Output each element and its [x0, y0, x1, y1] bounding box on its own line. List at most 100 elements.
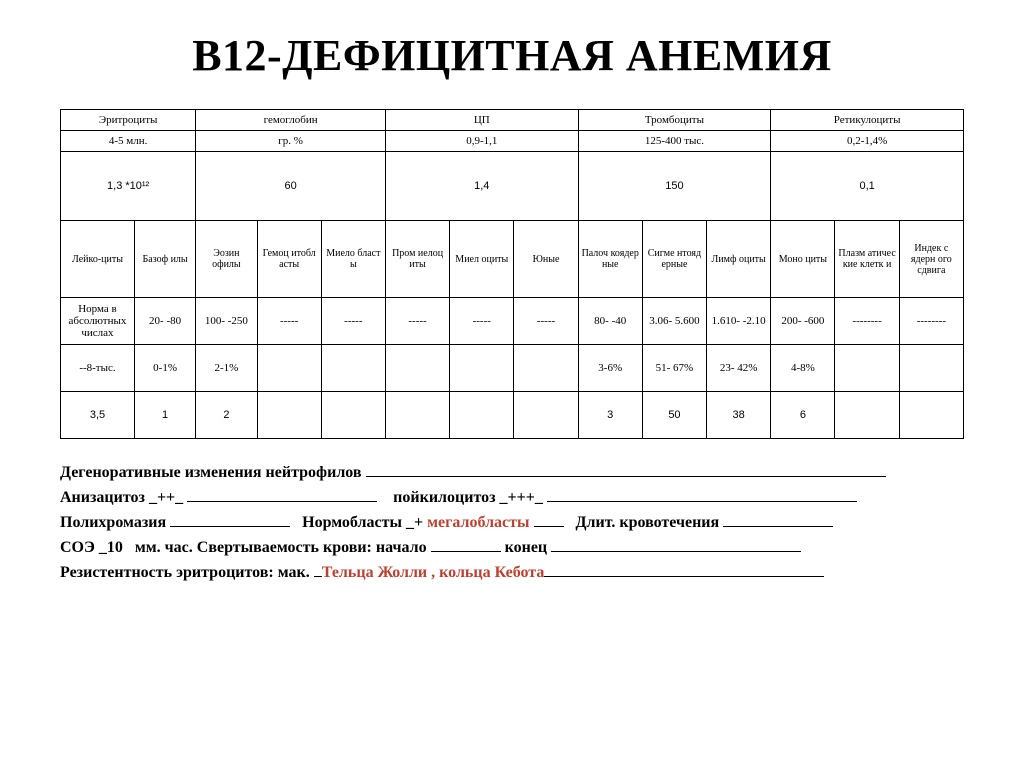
- value-cell: [835, 392, 899, 439]
- row-label: Норма в абсолютных числах: [61, 298, 135, 345]
- note-label: Дегеноративные изменения нейтрофилов: [60, 464, 362, 481]
- value-cell: 6: [771, 392, 835, 439]
- underline: [544, 561, 824, 577]
- cell: --------: [899, 298, 963, 345]
- value-cell: 60: [196, 152, 386, 221]
- cell: -----: [385, 298, 449, 345]
- underline: [534, 511, 564, 527]
- cell: -----: [321, 298, 385, 345]
- value-cell: [385, 392, 449, 439]
- value-cell: 3,5: [61, 392, 135, 439]
- cell: 0,9-1,1: [385, 131, 578, 152]
- cell: 3.06- 5.600: [642, 298, 706, 345]
- col-header: Сигме нтояд ерные: [642, 221, 706, 298]
- cell: 0,2-1,4%: [771, 131, 964, 152]
- cell: 3-6%: [578, 345, 642, 392]
- note-label: СОЭ: [60, 539, 95, 556]
- underline: [551, 536, 801, 552]
- value-cell: [450, 392, 514, 439]
- col-header: Юные: [514, 221, 578, 298]
- value-cell: 50: [642, 392, 706, 439]
- col-header: Моно циты: [771, 221, 835, 298]
- note-value: _+: [406, 514, 427, 531]
- value-cell: 38: [707, 392, 771, 439]
- value-cell: [321, 392, 385, 439]
- col-header: Лейко-циты: [61, 221, 135, 298]
- note-label: Резистентность эритроцитов: мак.: [60, 564, 310, 581]
- note-label: мм. час. Свертываемость крови: начало: [135, 539, 427, 556]
- cell: [385, 345, 449, 392]
- note-label: Анизацитоз: [60, 489, 145, 506]
- note-value: _++_: [149, 489, 183, 506]
- col-header: Миело бласт ы: [321, 221, 385, 298]
- cell: 51- 67%: [642, 345, 706, 392]
- value-cell: 3: [578, 392, 642, 439]
- underline: [723, 511, 833, 527]
- cell: 2-1%: [196, 345, 257, 392]
- cell: -----: [450, 298, 514, 345]
- note-value: _10: [99, 539, 123, 556]
- row-label: --8-тыс.: [61, 345, 135, 392]
- cell: Тромбоциты: [578, 110, 771, 131]
- note-value: _+++_: [500, 489, 543, 506]
- cell: 4-8%: [771, 345, 835, 392]
- value-cell: [899, 392, 963, 439]
- col-header: Базоф илы: [134, 221, 195, 298]
- col-header: Пром иелоц иты: [385, 221, 449, 298]
- cell: -----: [257, 298, 321, 345]
- value-cell: [257, 392, 321, 439]
- notes-block: Дегеноративные изменения нейтрофилов Ани…: [60, 461, 964, 586]
- value-cell: 1: [134, 392, 195, 439]
- cell: [450, 345, 514, 392]
- note-label: пойкилоцитоз: [393, 489, 495, 506]
- cell: 1.610- -2.10: [707, 298, 771, 345]
- cell: гр. %: [196, 131, 386, 152]
- value-cell: 2: [196, 392, 257, 439]
- col-header: Гемоц итобл асты: [257, 221, 321, 298]
- col-header: Индек с ядерн ого сдвига: [899, 221, 963, 298]
- col-header: Лимф оциты: [707, 221, 771, 298]
- cell: 4-5 млн.: [61, 131, 196, 152]
- note-label: Длит. кровотечения: [576, 514, 720, 531]
- value-cell: 150: [578, 152, 771, 221]
- cell: 100- -250: [196, 298, 257, 345]
- note-value-red: Тельца Жолли , кольца Кебота: [322, 564, 545, 581]
- page-title: В12-ДЕФИЦИТНАЯ АНЕМИЯ: [60, 30, 964, 81]
- cell: ЦП: [385, 110, 578, 131]
- value-cell: 1,4: [385, 152, 578, 221]
- col-header: Палоч коядер ные: [578, 221, 642, 298]
- cell: Ретикулоциты: [771, 110, 964, 131]
- cell: 200- -600: [771, 298, 835, 345]
- col-header: Плазм атичес кие клетк и: [835, 221, 899, 298]
- underline: [314, 561, 322, 577]
- underline: [366, 461, 886, 477]
- cell: 20- -80: [134, 298, 195, 345]
- note-label: Полихромазия: [60, 514, 166, 531]
- cell: Эритроциты: [61, 110, 196, 131]
- cell: 23- 42%: [707, 345, 771, 392]
- cell: 0-1%: [134, 345, 195, 392]
- note-label: Нормобласты: [302, 514, 402, 531]
- cell: -----: [514, 298, 578, 345]
- underline: [547, 486, 857, 502]
- cell: гемоглобин: [196, 110, 386, 131]
- col-header: Эозин офилы: [196, 221, 257, 298]
- value-cell: [514, 392, 578, 439]
- value-cell: 0,1: [771, 152, 964, 221]
- note-label: конец: [505, 539, 548, 556]
- cell: [321, 345, 385, 392]
- cell: 80- -40: [578, 298, 642, 345]
- col-header: Миел оциты: [450, 221, 514, 298]
- cell: [835, 345, 899, 392]
- note-value-red: мегалобласты: [427, 514, 529, 531]
- cell: --------: [835, 298, 899, 345]
- value-cell: 1,3 *10¹²: [61, 152, 196, 221]
- cell: [257, 345, 321, 392]
- cell: [899, 345, 963, 392]
- underline: [187, 486, 377, 502]
- cell: [514, 345, 578, 392]
- blood-table: Эритроциты гемоглобин ЦП Тромбоциты Рети…: [60, 109, 964, 439]
- cell: 125-400 тыс.: [578, 131, 771, 152]
- underline: [170, 511, 290, 527]
- underline: [431, 536, 501, 552]
